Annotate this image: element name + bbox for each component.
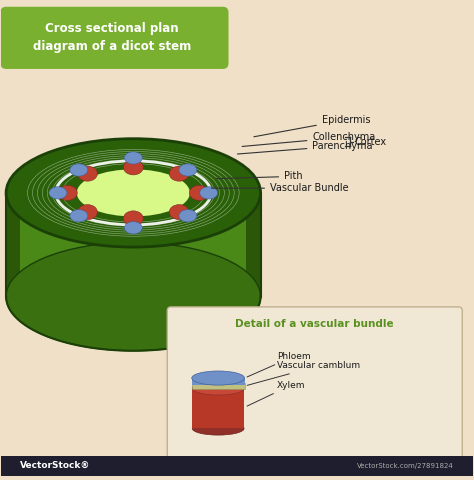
Ellipse shape [124, 222, 142, 234]
Ellipse shape [123, 160, 143, 175]
Text: Phloem: Phloem [247, 352, 310, 377]
Ellipse shape [190, 185, 209, 201]
FancyBboxPatch shape [192, 383, 245, 389]
Ellipse shape [77, 169, 190, 216]
Text: Cross sectional plan
diagram of a dicot stem: Cross sectional plan diagram of a dicot … [33, 22, 191, 53]
Ellipse shape [179, 164, 197, 176]
Ellipse shape [49, 187, 67, 199]
Ellipse shape [179, 210, 197, 222]
Text: Cortex: Cortex [355, 136, 387, 146]
Ellipse shape [62, 164, 205, 222]
Ellipse shape [57, 185, 77, 201]
Ellipse shape [124, 152, 142, 164]
FancyBboxPatch shape [0, 7, 228, 69]
Ellipse shape [200, 187, 218, 199]
Polygon shape [192, 378, 245, 384]
Ellipse shape [10, 141, 257, 245]
Polygon shape [6, 193, 20, 297]
Text: VectorStock®: VectorStock® [20, 461, 91, 470]
Ellipse shape [6, 242, 261, 351]
Ellipse shape [78, 204, 97, 220]
Ellipse shape [6, 139, 261, 247]
Bar [1, 456, 473, 476]
Ellipse shape [123, 211, 143, 226]
Text: VectorStock.com/27891824: VectorStock.com/27891824 [357, 463, 454, 468]
Ellipse shape [18, 146, 248, 240]
Ellipse shape [192, 371, 245, 385]
Ellipse shape [70, 210, 88, 222]
Polygon shape [6, 193, 261, 297]
Ellipse shape [46, 157, 221, 228]
Ellipse shape [53, 160, 213, 226]
Ellipse shape [24, 149, 243, 237]
Polygon shape [115, 193, 152, 297]
Ellipse shape [169, 166, 189, 181]
Text: Epidermis: Epidermis [254, 115, 370, 137]
Ellipse shape [70, 164, 88, 176]
Text: Vascular camblum: Vascular camblum [247, 361, 360, 385]
Ellipse shape [14, 143, 253, 243]
Text: Detail of a vascular bundle: Detail of a vascular bundle [236, 319, 394, 329]
Ellipse shape [31, 151, 236, 234]
Ellipse shape [192, 382, 244, 395]
Polygon shape [192, 419, 244, 429]
Polygon shape [246, 193, 261, 297]
Text: Xylem: Xylem [247, 381, 306, 406]
Text: Parenchyma: Parenchyma [237, 141, 373, 154]
Text: Vascular Bundle: Vascular Bundle [211, 183, 348, 193]
Ellipse shape [169, 204, 189, 220]
Text: Collenchyma: Collenchyma [242, 132, 376, 146]
Text: Pith: Pith [216, 171, 303, 181]
Ellipse shape [192, 422, 244, 435]
Ellipse shape [38, 154, 228, 231]
Polygon shape [192, 388, 244, 429]
Ellipse shape [78, 166, 97, 181]
FancyBboxPatch shape [167, 307, 462, 460]
